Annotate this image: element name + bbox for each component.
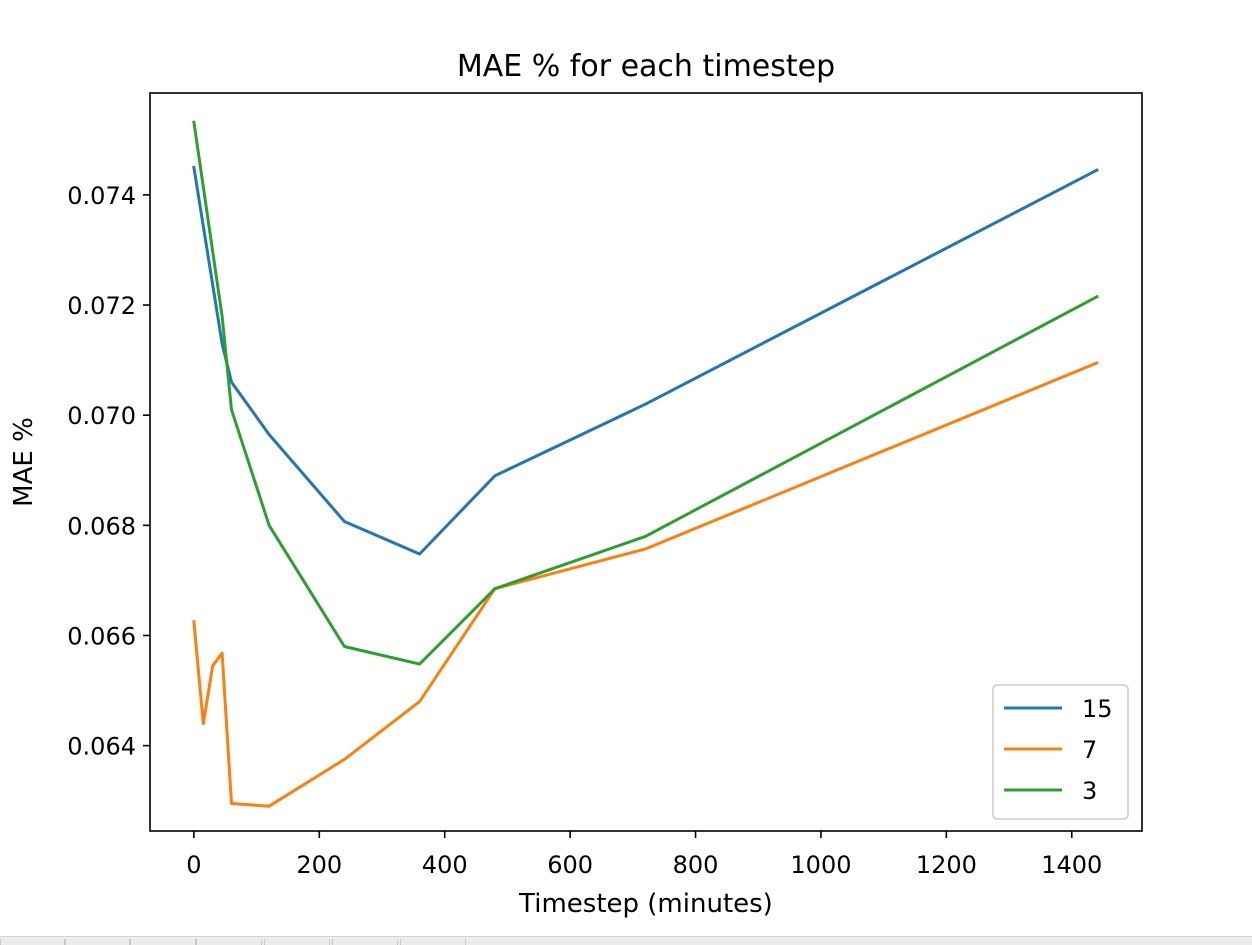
chart-title: MAE % for each timestep [457, 49, 835, 84]
y-tick-label: 0.066 [67, 622, 136, 650]
y-axis: 0.064 0.066 0.068 0.070 0.072 0.074 [67, 182, 150, 761]
x-axis: 0 200 400 600 800 1000 1200 1400 [186, 831, 1102, 879]
series-line-3 [192, 120, 1099, 666]
bottom-scroll-strip [0, 936, 1252, 945]
x-axis-label: Timestep (minutes) [518, 889, 773, 919]
legend-label-7: 7 [1082, 736, 1097, 764]
legend-label-15: 15 [1082, 695, 1113, 723]
plot-frame [149, 92, 1143, 832]
strip-tab [196, 939, 262, 945]
y-tick-label: 0.070 [67, 402, 136, 430]
series-line-7 [192, 360, 1099, 808]
x-tick-label: 400 [422, 851, 468, 879]
y-tick-label: 0.068 [67, 512, 136, 540]
legend-label-3: 3 [1082, 777, 1097, 805]
x-tick-label: 200 [296, 851, 342, 879]
strip-tab [264, 939, 330, 945]
y-tick-label: 0.064 [67, 733, 136, 761]
strip-tab [64, 939, 130, 945]
x-tick-label: 1000 [790, 851, 851, 879]
legend-box [992, 684, 1129, 820]
x-tick-label: 1400 [1041, 851, 1102, 879]
strip-tab [332, 939, 398, 945]
strip-tab [130, 939, 196, 945]
x-tick-label: 800 [673, 851, 719, 879]
strip-tab [0, 939, 66, 945]
strip-tab [400, 939, 466, 945]
y-tick-label: 0.074 [67, 182, 136, 210]
x-tick-label: 0 [186, 851, 201, 879]
x-tick-label: 1200 [916, 851, 977, 879]
plot-lines [192, 120, 1099, 808]
x-tick-label: 600 [547, 851, 593, 879]
y-tick-label: 0.072 [67, 292, 136, 320]
y-axis-label: MAE % [9, 417, 39, 507]
